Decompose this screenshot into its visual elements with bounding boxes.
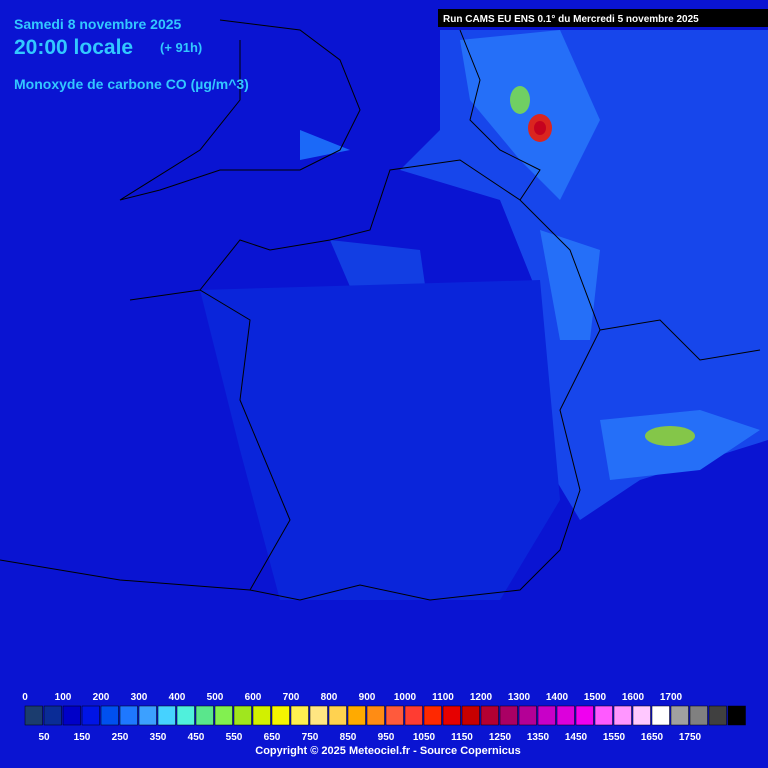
- concentration-field: [200, 30, 768, 600]
- legend-label: 550: [226, 732, 243, 743]
- legend-label: 900: [359, 692, 376, 703]
- copyright: Copyright © 2025 Meteociel.fr - Source C…: [255, 745, 520, 757]
- swatch: [43, 705, 62, 726]
- swatch: [309, 705, 328, 726]
- legend-label: 1400: [546, 692, 569, 703]
- legend-label: 450: [188, 732, 205, 743]
- legend-label: 1550: [603, 732, 626, 743]
- swatch: [499, 705, 518, 726]
- legend-label: 0: [22, 692, 28, 703]
- swatch: [404, 705, 423, 726]
- swatch: [727, 705, 746, 726]
- legend-label: 700: [283, 692, 300, 703]
- swatch: [480, 705, 499, 726]
- swatch: [708, 705, 727, 726]
- legend-label: 150: [74, 732, 91, 743]
- swatch: [138, 705, 157, 726]
- legend-label: 250: [112, 732, 129, 743]
- legend-label: 1200: [470, 692, 493, 703]
- legend-label: 1500: [584, 692, 607, 703]
- legend-label: 800: [321, 692, 338, 703]
- swatch: [518, 705, 537, 726]
- legend-label: 100: [55, 692, 72, 703]
- legend: 0 100 200 300 400 500 600 700 800 900 1000 1100 1200…: [22, 692, 746, 743]
- legend-label: 1750: [679, 732, 702, 743]
- swatch: [461, 705, 480, 726]
- date: Samedi 8 novembre 2025: [14, 16, 182, 32]
- borders: [0, 19, 761, 601]
- swatch: [290, 705, 309, 726]
- lead-time: (+ 91h): [160, 40, 202, 55]
- legend-label: 1600: [622, 692, 645, 703]
- run-box: [438, 9, 768, 27]
- legend-label: 750: [302, 732, 319, 743]
- legend-label: 850: [340, 732, 357, 743]
- swatch: [556, 705, 575, 726]
- legend-label: 1700: [660, 692, 683, 703]
- swatch: [81, 705, 100, 726]
- swatch: [328, 705, 347, 726]
- legend-label: 300: [131, 692, 148, 703]
- legend-label: 950: [378, 732, 395, 743]
- swatch: [613, 705, 632, 726]
- swatch: [385, 705, 404, 726]
- swatch: [670, 705, 689, 726]
- swatch: [233, 705, 252, 726]
- swatch: [271, 705, 290, 726]
- swatch: [195, 705, 214, 726]
- swatch: [252, 705, 271, 726]
- swatch: [347, 705, 366, 726]
- swatch: [575, 705, 594, 726]
- swatch: [119, 705, 138, 726]
- legend-label: 400: [169, 692, 186, 703]
- legend-label: 50: [38, 732, 50, 743]
- swatch: [537, 705, 556, 726]
- run-info: Run CAMS EU ENS 0.1° du Mercredi 5 novem…: [443, 14, 699, 25]
- legend-label: 1650: [641, 732, 664, 743]
- swatch: [651, 705, 670, 726]
- swatch: [157, 705, 176, 726]
- swatch: [62, 705, 81, 726]
- swatch: [24, 705, 43, 726]
- legend-label: 1000: [394, 692, 417, 703]
- parameter: Monoxyde de carbone CO (µg/m^3): [14, 76, 249, 92]
- swatch: [689, 705, 708, 726]
- legend-label: 200: [93, 692, 110, 703]
- legend-label: 650: [264, 732, 281, 743]
- legend-label: 350: [150, 732, 167, 743]
- legend-label: 1350: [527, 732, 550, 743]
- legend-label: 600: [245, 692, 262, 703]
- swatch: [632, 705, 651, 726]
- swatch: [423, 705, 442, 726]
- swatch: [366, 705, 385, 726]
- swatch: [176, 705, 195, 726]
- swatch: [594, 705, 613, 726]
- legend-label: 1300: [508, 692, 531, 703]
- legend-label: 1450: [565, 732, 588, 743]
- swatch: [100, 705, 119, 726]
- time: 20:00 locale: [14, 36, 133, 59]
- legend-label: 1150: [451, 732, 473, 743]
- swatch: [442, 705, 461, 726]
- legend-label: 1100: [432, 692, 454, 703]
- swatch: [214, 705, 233, 726]
- legend-label: 500: [207, 692, 224, 703]
- legend-label: 1050: [413, 732, 436, 743]
- legend-label: 1250: [489, 732, 512, 743]
